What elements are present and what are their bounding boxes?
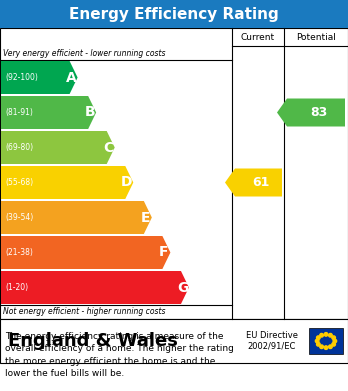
Text: 83: 83: [310, 106, 327, 119]
Text: C: C: [103, 140, 113, 154]
Text: G: G: [177, 280, 188, 294]
Circle shape: [329, 345, 332, 348]
Bar: [0, 28, 348, 319]
Text: B: B: [85, 106, 95, 120]
Polygon shape: [1, 61, 78, 94]
Circle shape: [324, 346, 328, 350]
Text: (21-38): (21-38): [5, 248, 33, 257]
Text: Energy Efficiency Rating: Energy Efficiency Rating: [69, 7, 279, 22]
Text: F: F: [159, 246, 169, 260]
Text: (81-91): (81-91): [5, 108, 33, 117]
Text: (92-100): (92-100): [5, 73, 38, 82]
Circle shape: [333, 339, 337, 343]
Text: Very energy efficient - lower running costs: Very energy efficient - lower running co…: [3, 48, 166, 57]
Circle shape: [320, 334, 323, 337]
Text: (1-20): (1-20): [5, 283, 28, 292]
Circle shape: [329, 334, 332, 337]
Text: (39-54): (39-54): [5, 213, 33, 222]
Polygon shape: [1, 201, 152, 234]
Bar: [0, 319, 348, 363]
Polygon shape: [1, 166, 133, 199]
Text: Not energy efficient - higher running costs: Not energy efficient - higher running co…: [3, 307, 166, 316]
Circle shape: [320, 345, 323, 348]
Polygon shape: [1, 96, 96, 129]
Text: Current: Current: [241, 32, 275, 41]
Polygon shape: [277, 99, 345, 127]
Circle shape: [332, 336, 335, 339]
Text: D: D: [121, 176, 133, 190]
Text: The energy efficiency rating is a measure of the
overall efficiency of a home. T: The energy efficiency rating is a measur…: [5, 332, 234, 378]
Circle shape: [332, 343, 335, 346]
Text: (69-80): (69-80): [5, 143, 33, 152]
Polygon shape: [1, 271, 189, 304]
Polygon shape: [225, 169, 282, 197]
Text: England & Wales: England & Wales: [8, 332, 178, 350]
Text: 61: 61: [252, 176, 270, 189]
Text: EU Directive
2002/91/EC: EU Directive 2002/91/EC: [246, 331, 298, 351]
Circle shape: [315, 339, 319, 343]
Polygon shape: [1, 131, 115, 164]
Text: (55-68): (55-68): [5, 178, 33, 187]
Text: A: A: [66, 70, 77, 84]
Bar: [309, 328, 343, 354]
Circle shape: [324, 333, 328, 336]
Text: E: E: [141, 210, 150, 224]
Circle shape: [317, 343, 320, 346]
Circle shape: [317, 336, 320, 339]
Bar: [0, 0, 348, 28]
Polygon shape: [1, 236, 171, 269]
Text: Potential: Potential: [296, 32, 336, 41]
